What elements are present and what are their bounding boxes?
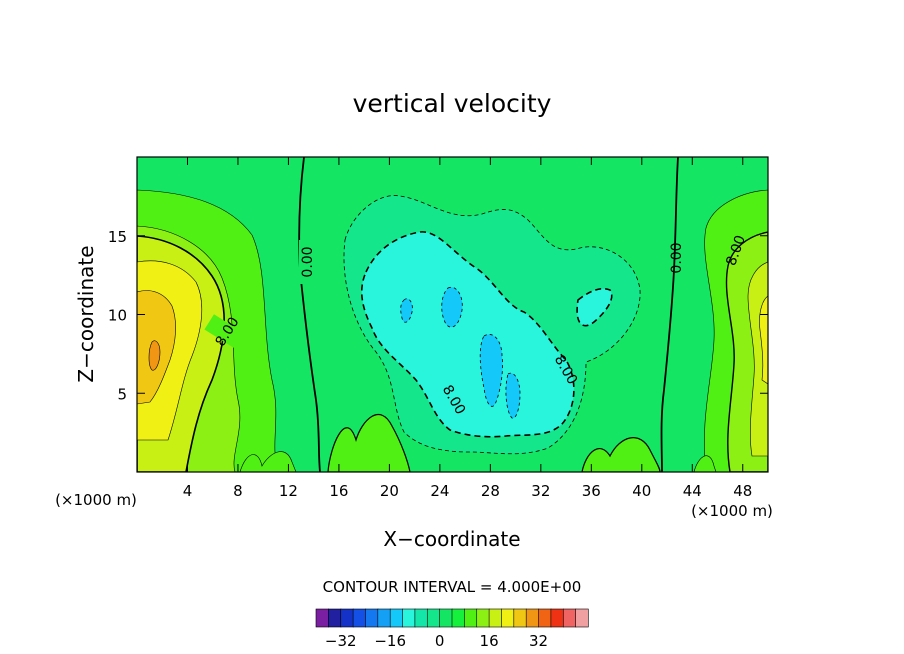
down-core-d xyxy=(441,286,463,328)
right-band-peak xyxy=(759,295,768,385)
x-tick-label: 32 xyxy=(531,482,550,500)
colorbar-tick-label: 32 xyxy=(529,632,548,650)
x-tick-label: 20 xyxy=(380,482,399,500)
colorbar-tick-label: −16 xyxy=(374,632,406,650)
surface-bubbles-mid xyxy=(327,413,411,472)
surface-bubbles-left xyxy=(239,451,297,472)
x-tick-label: 36 xyxy=(582,482,601,500)
zero-contour-right xyxy=(660,157,679,472)
x-tick-label: 12 xyxy=(279,482,298,500)
contour-label: 0.00 xyxy=(300,246,316,277)
contour-interval-label: CONTOUR INTERVAL = 4.000E+00 xyxy=(323,578,582,596)
colorbar-cell xyxy=(377,608,391,628)
colorbar-cell xyxy=(352,608,367,628)
x-tick-label: 16 xyxy=(329,482,348,500)
x-axis-ticks: 4 8 12 16 20 24 28 32 36 40 44 48 xyxy=(183,157,752,500)
colorbar-cell xyxy=(476,608,490,628)
colorbar-cell xyxy=(575,608,589,628)
colorbar-cell xyxy=(525,608,540,628)
y-tick-label: 10 xyxy=(108,307,127,325)
down-core-a xyxy=(479,334,503,407)
surface-bubbles-far xyxy=(693,455,717,472)
y-axis-ticks: 5 10 15 xyxy=(108,228,768,403)
down-inner xyxy=(360,231,575,438)
y-axis-label: Z−coordinate xyxy=(74,245,98,382)
colorbar-tick-label: 16 xyxy=(480,632,499,650)
colorbar-cell xyxy=(315,608,329,628)
x-tick-label: 44 xyxy=(683,482,702,500)
colorbar-tick-labels: −32 −16 0 16 32 xyxy=(325,632,548,650)
x-unit-left: (×1000 m) xyxy=(55,491,137,509)
colorbar-cell xyxy=(550,608,564,628)
colorbar-cell xyxy=(426,608,441,628)
y-tick-label: 15 xyxy=(108,228,127,246)
colorbar-cell xyxy=(328,608,342,628)
down-core-b xyxy=(505,372,521,419)
colorbar-tick-label: 0 xyxy=(435,632,445,650)
colorbar-cell xyxy=(451,608,465,628)
colorbar-cell xyxy=(389,608,404,628)
y-tick-label: 5 xyxy=(117,385,127,403)
x-axis-label: X−coordinate xyxy=(383,527,520,551)
surface-bubbles-right xyxy=(581,437,661,472)
contour-label: 0.00 xyxy=(669,242,685,273)
colorbar-cell xyxy=(340,608,354,628)
left-band-tip xyxy=(148,340,161,371)
colorbar-cell xyxy=(365,608,379,628)
colorbar-cell xyxy=(562,608,577,628)
colorbar-cell xyxy=(414,608,428,628)
colorbar-cell xyxy=(464,608,478,628)
contour-field xyxy=(137,157,768,472)
x-tick-label: 40 xyxy=(632,482,651,500)
down-tongue-a xyxy=(576,287,613,327)
colorbar-cell xyxy=(439,608,453,628)
zero-contour-left xyxy=(298,157,321,472)
x-tick-label: 28 xyxy=(481,482,500,500)
colorbar xyxy=(315,608,589,628)
x-tick-label: 24 xyxy=(430,482,449,500)
chart-title: vertical velocity xyxy=(353,89,552,118)
down-core-c xyxy=(400,298,413,323)
colorbar-tick-label: −32 xyxy=(325,632,357,650)
colorbar-cell xyxy=(501,608,515,628)
x-tick-label: 4 xyxy=(183,482,193,500)
colorbar-cell xyxy=(538,608,552,628)
x-unit-right: (×1000 m) xyxy=(691,502,773,520)
colorbar-cell xyxy=(402,608,416,628)
x-tick-label: 8 xyxy=(233,482,243,500)
colorbar-cell xyxy=(488,608,503,628)
x-tick-label: 48 xyxy=(733,482,752,500)
colorbar-cell xyxy=(513,608,527,628)
